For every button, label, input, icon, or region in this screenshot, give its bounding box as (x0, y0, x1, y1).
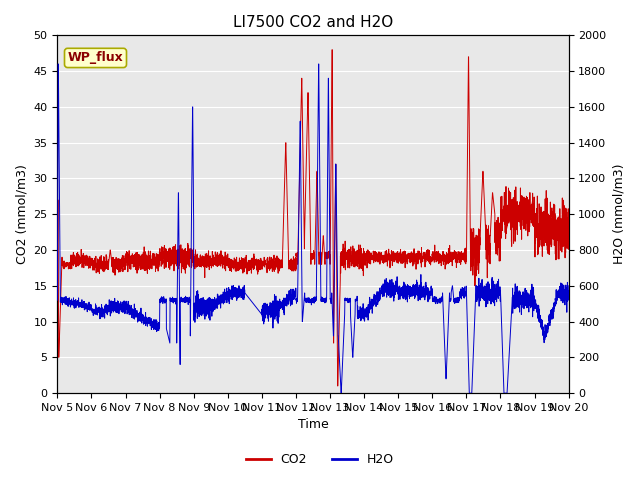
Title: LI7500 CO2 and H2O: LI7500 CO2 and H2O (233, 15, 393, 30)
X-axis label: Time: Time (298, 419, 328, 432)
Text: WP_flux: WP_flux (68, 51, 124, 64)
Legend: CO2, H2O: CO2, H2O (241, 448, 399, 471)
Y-axis label: CO2 (mmol/m3): CO2 (mmol/m3) (15, 164, 28, 264)
Y-axis label: H2O (mmol/m3): H2O (mmol/m3) (612, 164, 625, 264)
